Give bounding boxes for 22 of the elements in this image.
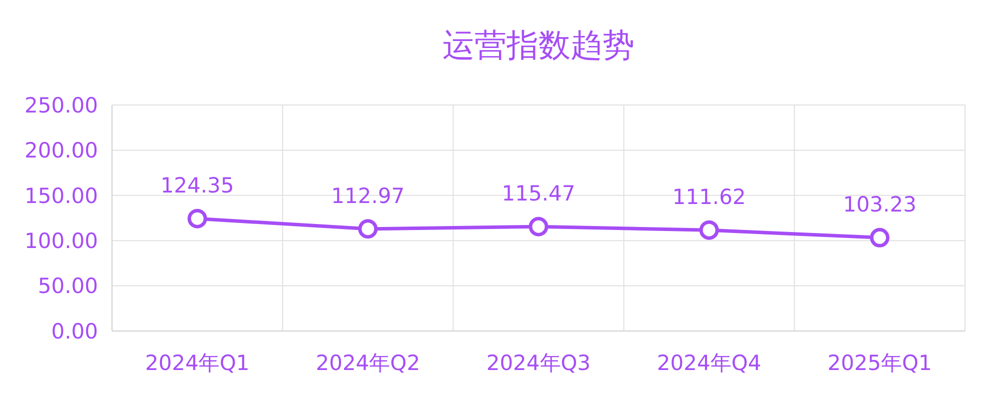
- point: [870, 228, 890, 248]
- y-tick-label: 200.00: [24, 138, 98, 163]
- y-tick-label: 50.00: [38, 274, 98, 298]
- chart-title: 运营指数趋势: [442, 26, 634, 64]
- y-tick-label: 100.00: [24, 228, 98, 253]
- x-tick-label: 2024年Q3: [486, 351, 591, 375]
- x-tick-label: 2025年Q1: [828, 351, 932, 375]
- data-label: 115.47: [502, 182, 576, 206]
- data-label: 111.62: [672, 185, 746, 210]
- data-label: 124.35: [160, 174, 234, 198]
- point: [358, 219, 378, 239]
- point: [699, 220, 719, 240]
- data-label: 103.23: [842, 192, 916, 217]
- data-label: 112.97: [331, 184, 405, 208]
- x-tick-label: 2024年Q2: [316, 351, 420, 375]
- point: [188, 208, 208, 228]
- point: [528, 216, 548, 236]
- x-tick-label: 2024年Q4: [656, 351, 762, 375]
- y-tick-label: 250.00: [24, 93, 98, 118]
- y-tick-label: 0.00: [51, 319, 98, 344]
- y-tick-label: 150.00: [24, 184, 98, 208]
- x-tick-label: 2024年Q1: [145, 351, 250, 375]
